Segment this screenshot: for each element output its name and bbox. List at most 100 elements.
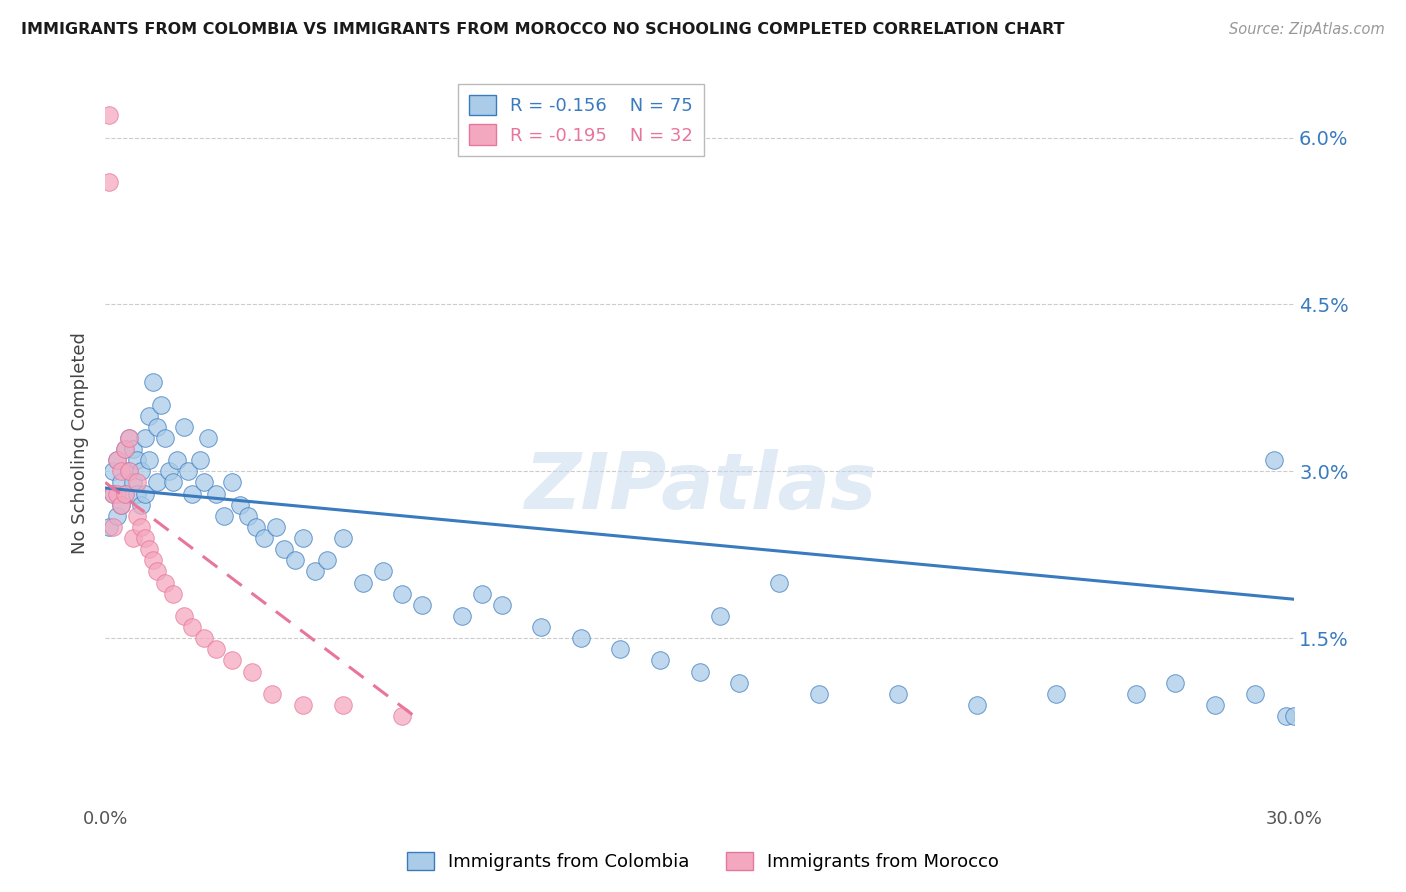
Point bbox=[530, 620, 553, 634]
Point bbox=[122, 442, 145, 456]
Point bbox=[110, 498, 132, 512]
Point bbox=[332, 531, 354, 545]
Point bbox=[134, 431, 156, 445]
Point bbox=[125, 453, 148, 467]
Point bbox=[709, 609, 731, 624]
Point bbox=[118, 431, 141, 445]
Point bbox=[221, 653, 243, 667]
Point bbox=[1275, 709, 1298, 723]
Point bbox=[1263, 453, 1285, 467]
Point bbox=[98, 520, 121, 534]
Point bbox=[371, 565, 394, 579]
Point bbox=[157, 464, 180, 478]
Legend: Immigrants from Colombia, Immigrants from Morocco: Immigrants from Colombia, Immigrants fro… bbox=[399, 845, 1007, 879]
Point bbox=[101, 486, 124, 500]
Y-axis label: No Schooling Completed: No Schooling Completed bbox=[72, 333, 89, 555]
Point bbox=[110, 464, 132, 478]
Point bbox=[260, 687, 283, 701]
Point bbox=[145, 565, 167, 579]
Point bbox=[181, 486, 204, 500]
Point bbox=[205, 642, 228, 657]
Point bbox=[352, 575, 374, 590]
Text: ZIPatlas: ZIPatlas bbox=[523, 449, 876, 524]
Point bbox=[122, 475, 145, 490]
Point bbox=[284, 553, 307, 567]
Point bbox=[114, 486, 136, 500]
Point bbox=[101, 486, 124, 500]
Point bbox=[240, 665, 263, 679]
Point bbox=[1204, 698, 1226, 712]
Point bbox=[181, 620, 204, 634]
Point bbox=[451, 609, 474, 624]
Point bbox=[1045, 687, 1067, 701]
Point bbox=[391, 587, 413, 601]
Point bbox=[173, 609, 195, 624]
Point bbox=[105, 486, 128, 500]
Point bbox=[471, 587, 494, 601]
Point bbox=[125, 486, 148, 500]
Point bbox=[105, 508, 128, 523]
Point bbox=[101, 464, 124, 478]
Point bbox=[98, 108, 121, 122]
Point bbox=[411, 598, 433, 612]
Point bbox=[1282, 709, 1305, 723]
Point bbox=[966, 698, 988, 712]
Point bbox=[609, 642, 631, 657]
Point bbox=[122, 531, 145, 545]
Point bbox=[273, 542, 295, 557]
Text: Source: ZipAtlas.com: Source: ZipAtlas.com bbox=[1229, 22, 1385, 37]
Point bbox=[197, 431, 219, 445]
Point bbox=[134, 531, 156, 545]
Point bbox=[98, 175, 121, 189]
Point bbox=[162, 475, 184, 490]
Point bbox=[162, 587, 184, 601]
Point bbox=[768, 575, 790, 590]
Point bbox=[221, 475, 243, 490]
Point bbox=[292, 698, 315, 712]
Point bbox=[114, 442, 136, 456]
Text: IMMIGRANTS FROM COLOMBIA VS IMMIGRANTS FROM MOROCCO NO SCHOOLING COMPLETED CORRE: IMMIGRANTS FROM COLOMBIA VS IMMIGRANTS F… bbox=[21, 22, 1064, 37]
Point bbox=[212, 508, 235, 523]
Point bbox=[114, 442, 136, 456]
Point bbox=[145, 475, 167, 490]
Point bbox=[245, 520, 267, 534]
Point bbox=[138, 409, 160, 423]
Point bbox=[153, 575, 176, 590]
Point bbox=[292, 531, 315, 545]
Point bbox=[391, 709, 413, 723]
Point bbox=[205, 486, 228, 500]
Point bbox=[491, 598, 513, 612]
Point bbox=[173, 419, 195, 434]
Point bbox=[129, 464, 152, 478]
Point bbox=[887, 687, 910, 701]
Point bbox=[110, 475, 132, 490]
Point bbox=[316, 553, 339, 567]
Point bbox=[1164, 675, 1187, 690]
Point bbox=[1243, 687, 1265, 701]
Point bbox=[101, 520, 124, 534]
Point bbox=[149, 398, 172, 412]
Point bbox=[1125, 687, 1147, 701]
Point bbox=[153, 431, 176, 445]
Point bbox=[193, 475, 215, 490]
Point bbox=[166, 453, 188, 467]
Point bbox=[145, 419, 167, 434]
Point bbox=[142, 553, 165, 567]
Point bbox=[728, 675, 751, 690]
Point bbox=[129, 498, 152, 512]
Point bbox=[105, 453, 128, 467]
Point bbox=[110, 498, 132, 512]
Legend: R = -0.156    N = 75, R = -0.195    N = 32: R = -0.156 N = 75, R = -0.195 N = 32 bbox=[458, 84, 704, 156]
Point bbox=[118, 464, 141, 478]
Point bbox=[332, 698, 354, 712]
Point bbox=[193, 631, 215, 645]
Point bbox=[236, 508, 259, 523]
Point bbox=[142, 376, 165, 390]
Point bbox=[138, 542, 160, 557]
Point bbox=[689, 665, 711, 679]
Point bbox=[188, 453, 211, 467]
Point bbox=[125, 508, 148, 523]
Point bbox=[105, 453, 128, 467]
Point bbox=[125, 475, 148, 490]
Point bbox=[118, 431, 141, 445]
